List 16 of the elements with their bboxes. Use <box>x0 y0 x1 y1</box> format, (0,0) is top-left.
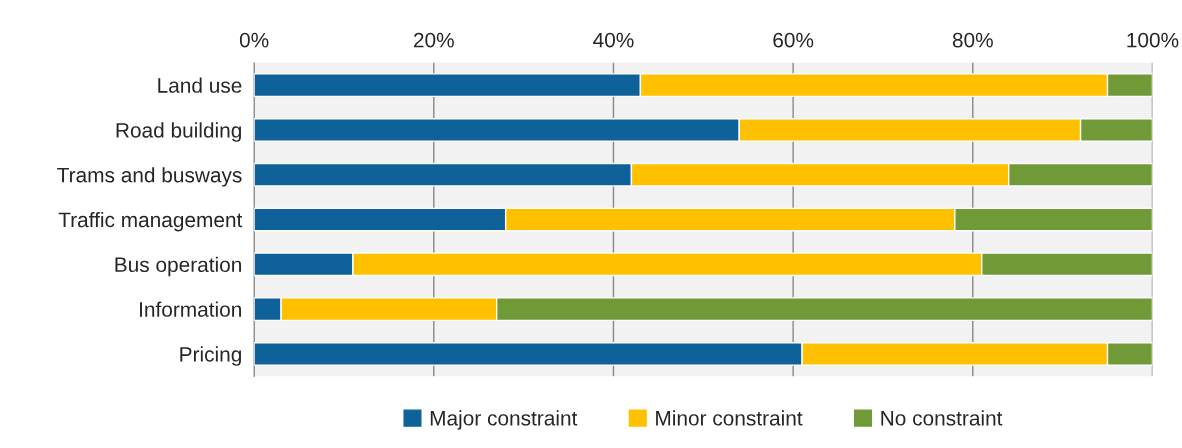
y-tick-label: Information <box>140 301 241 317</box>
x-tick-label: 40% <box>593 32 634 48</box>
x-tick-label: 60% <box>773 32 814 48</box>
x-tick-label: 80% <box>952 32 993 48</box>
y-tick-label: Bus operation <box>115 256 241 277</box>
y-tick-label: Land use <box>158 77 242 93</box>
legend-label: Minor constraint <box>656 410 803 426</box>
y-tick-label: Pricing <box>180 346 241 366</box>
y-tick-label: Traffic management <box>58 211 243 232</box>
x-tick-label: 20% <box>413 32 454 48</box>
legend-label: Major constraint <box>430 410 578 430</box>
x-tick-label: 0% <box>239 32 269 48</box>
y-tick-label: Trams and busways <box>57 167 242 187</box>
y-tick-label: Road building <box>116 122 241 142</box>
legend-label: No constraint <box>881 410 1003 426</box>
x-tick-label: 100% <box>1127 32 1179 48</box>
